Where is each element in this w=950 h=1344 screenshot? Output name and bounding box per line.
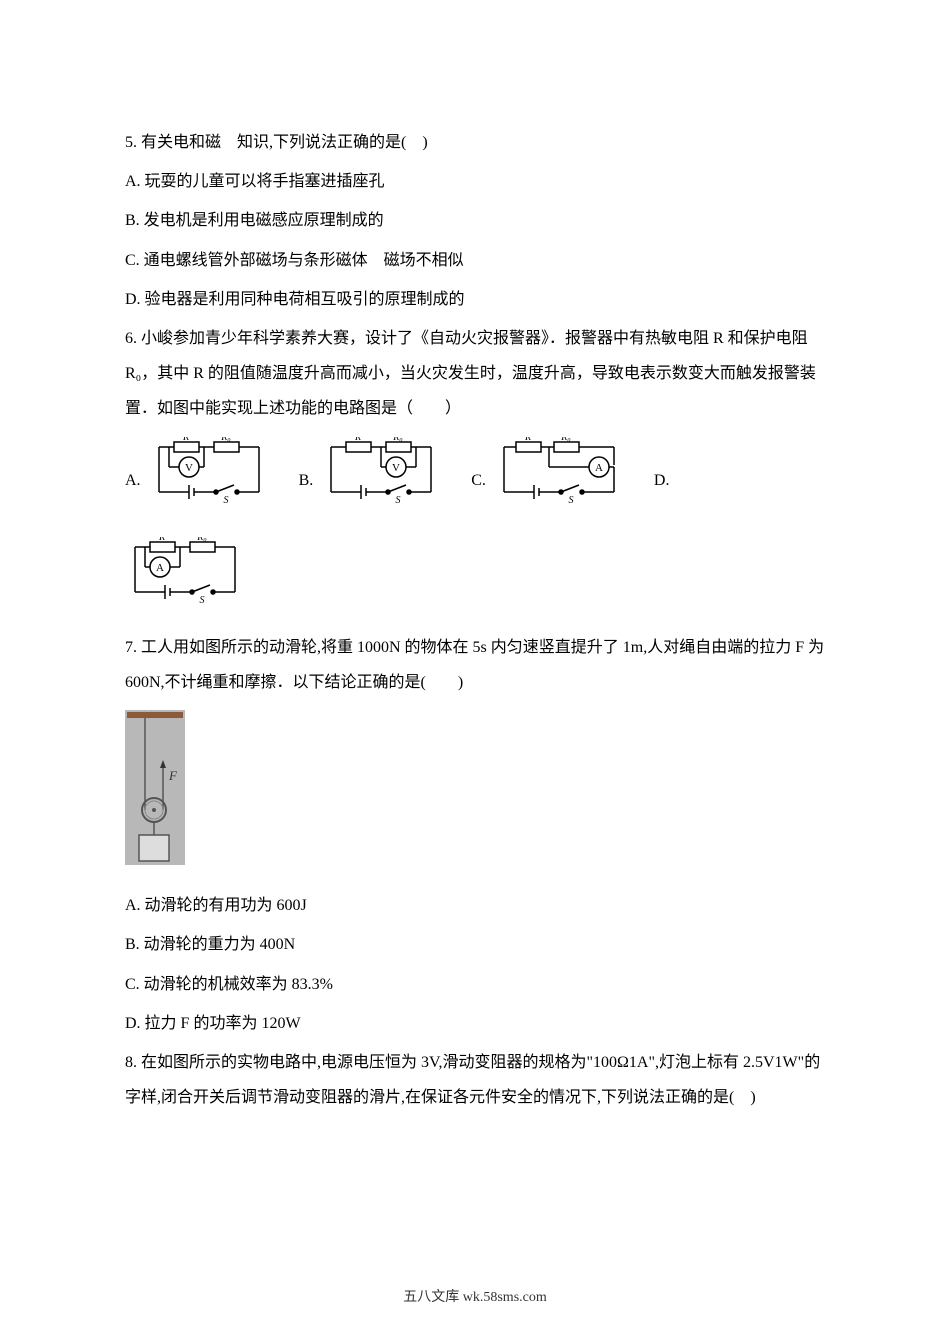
svg-text:R: R [524,437,531,443]
q7-option-b: B. 动滑轮的重力为 400N [125,927,825,962]
circuit-diagram-d-icon: R R₀ A S [125,537,245,607]
svg-text:S: S [396,495,401,506]
q6-option-d-circuit: R R₀ A S [125,537,825,620]
q7-text: 7. 工人用如图所示的动滑轮,将重 1000N 的物体在 5s 内匀速竖直提升了… [125,630,825,700]
svg-text:V: V [185,462,193,474]
q7-option-c: C. 动滑轮的机械效率为 83.3% [125,967,825,1002]
svg-text:S: S [568,495,573,506]
q6-option-a-container: A. R R₀ V [125,437,269,507]
question-8: 8. 在如图所示的实物电路中,电源电压恒为 3V,滑动变阻器的规格为"100Ω1… [125,1045,825,1115]
q5-option-d: D. 验电器是利用同种电荷相互吸引的原理制成的 [125,282,825,317]
circuit-diagram-c-icon: R R₀ A [494,437,624,507]
question-5: 5. 有关电和磁 知识,下列说法正确的是( ) A. 玩耍的儿童可以将手指塞进插… [125,125,825,317]
circuit-diagram-a-icon: R R₀ V [149,437,269,507]
q6-label-d: D. [654,463,670,498]
q5-option-b: B. 发电机是利用电磁感应原理制成的 [125,203,825,238]
svg-text:A: A [595,462,603,474]
svg-text:R₀: R₀ [392,437,403,443]
svg-text:A: A [156,562,164,574]
pulley-icon: F [125,710,185,865]
svg-text:R₀: R₀ [196,537,207,543]
q6-option-b-container: B. R R₀ V [299,437,442,507]
q6-option-c-container: C. R R₀ A [471,437,624,507]
svg-text:S: S [223,495,228,506]
svg-text:R: R [182,437,189,443]
q6-label-b: B. [299,463,314,498]
q6-circuit-options: A. R R₀ V [125,437,825,507]
q7-option-a: A. 动滑轮的有用功为 600J [125,888,825,923]
question-7: 7. 工人用如图所示的动滑轮,将重 1000N 的物体在 5s 内匀速竖直提升了… [125,630,825,1041]
svg-text:F: F [168,768,178,783]
q8-text: 8. 在如图所示的实物电路中,电源电压恒为 3V,滑动变阻器的规格为"100Ω1… [125,1045,825,1115]
q5-text: 5. 有关电和磁 知识,下列说法正确的是( ) [125,125,825,160]
svg-text:R: R [354,437,361,443]
pulley-diagram: F [125,710,825,878]
q6-label-a: A. [125,463,141,498]
svg-text:S: S [200,595,205,606]
circuit-diagram-b-icon: R R₀ V [321,437,441,507]
svg-text:R₀: R₀ [220,437,231,443]
svg-text:R: R [158,537,165,543]
q7-option-d: D. 拉力 F 的功率为 120W [125,1006,825,1041]
question-6: 6. 小峻参加青少年科学素养大赛，设计了《自动火灾报警器》．报警器中有热敏电阻 … [125,321,825,620]
page-footer: 五八文库 wk.58sms.com [0,1283,950,1314]
q6-text: 6. 小峻参加青少年科学素养大赛，设计了《自动火灾报警器》．报警器中有热敏电阻 … [125,321,825,427]
q5-option-a: A. 玩耍的儿童可以将手指塞进插座孔 [125,164,825,199]
q5-option-c: C. 通电螺线管外部磁场与条形磁体 磁场不相似 [125,243,825,278]
q6-label-c: C. [471,463,486,498]
svg-text:R₀: R₀ [560,437,571,443]
svg-text:V: V [392,462,400,474]
